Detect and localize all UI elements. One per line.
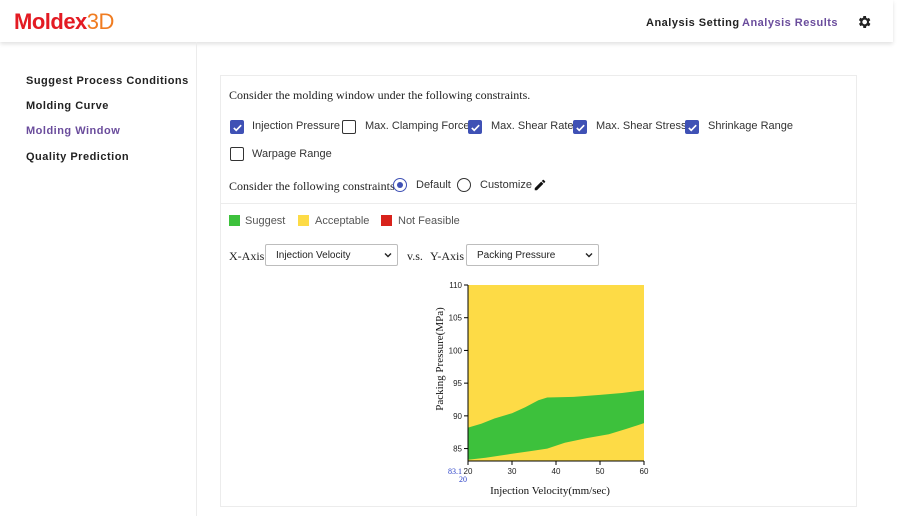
versus-label: v.s. [407, 249, 423, 263]
checkbox-warpage-range[interactable] [230, 147, 244, 161]
x-tick-label: 60 [640, 467, 649, 476]
chevron-down-icon [585, 253, 593, 258]
x-axis-select-value: Injection Velocity [276, 250, 351, 261]
label-max-shear-stress: Max. Shear Stress [596, 120, 687, 132]
y-min-label: 83.1 [448, 467, 462, 476]
x-min-label: 20 [459, 475, 467, 484]
x-axis-title: Injection Velocity(mm/sec) [490, 485, 610, 497]
y-axis-select[interactable]: Packing Pressure [466, 244, 599, 266]
legend-label-acceptable: Acceptable [315, 215, 370, 227]
checkbox-max-shear-stress[interactable] [573, 120, 587, 134]
legend-swatch-suggest [229, 215, 240, 226]
sidebar-item-molding-curve[interactable]: Molding Curve [26, 100, 109, 112]
nav-analysis-results[interactable]: Analysis Results [742, 17, 839, 29]
nav-analysis-setting[interactable]: Analysis Setting [646, 17, 740, 29]
chevron-down-icon [384, 253, 392, 258]
label-shrinkage-range: Shrinkage Range [708, 120, 794, 132]
label-max-clamping-force: Max. Clamping Force [365, 120, 470, 132]
gear-icon[interactable] [856, 14, 872, 30]
y-tick-label: 90 [453, 412, 462, 421]
sidebar-item-suggest-process-conditions[interactable]: Suggest Process Conditions [26, 75, 189, 87]
sidebar: Suggest Process Conditions Molding Curve… [0, 42, 197, 516]
checkbox-max-clamping-force[interactable] [342, 120, 356, 134]
x-tick-label: 30 [508, 467, 517, 476]
y-tick-label: 95 [453, 379, 462, 388]
x-axis-label: X-Axis [229, 249, 265, 263]
legend-label-suggest: Suggest [245, 215, 286, 227]
check-icon [576, 124, 585, 132]
x-tick-label: 20 [464, 467, 473, 476]
check-icon [471, 124, 480, 132]
checkbox-shrinkage-range[interactable] [685, 120, 699, 134]
suggest-region [468, 390, 644, 460]
y-tick-label: 110 [449, 281, 462, 290]
section-divider [221, 203, 856, 204]
logo-text-moldex: Moldex [14, 9, 87, 34]
top-bar: Moldex3D Analysis Setting Analysis Resul… [0, 0, 893, 42]
sidebar-item-molding-window[interactable]: Molding Window [26, 125, 121, 137]
label-injection-pressure: Injection Pressure [252, 120, 341, 132]
moldex3d-logo[interactable]: Moldex3D [14, 9, 114, 35]
molding-window-chart: 85 90 95 100 105 110 20 30 40 50 60 83.120 Injection… [434, 281, 649, 497]
y-tick-label: 85 [453, 445, 462, 454]
legend-swatch-acceptable [298, 215, 309, 226]
x-tick-label: 50 [596, 467, 605, 476]
logo-text-3d: 3D [86, 9, 115, 34]
x-axis-select[interactable]: Injection Velocity [265, 244, 398, 266]
radio-default[interactable] [393, 178, 407, 192]
pencil-icon[interactable] [533, 178, 547, 192]
constraint-mode-heading: Consider the following constraints. [229, 179, 398, 193]
sidebar-item-quality-prediction[interactable]: Quality Prediction [26, 151, 130, 163]
label-warpage-range: Warpage Range [252, 148, 332, 160]
check-icon [688, 124, 697, 132]
constraints-heading: Consider the molding window under the fo… [229, 88, 531, 102]
label-customize: Customize [480, 179, 532, 191]
check-icon [233, 124, 242, 132]
legend-swatch-not-feasible [381, 215, 392, 226]
radio-customize[interactable] [457, 178, 471, 192]
y-axis-title: Packing Pressure(MPa) [434, 307, 446, 411]
y-tick-label: 105 [449, 314, 463, 323]
y-axis-label: Y-Axis [430, 249, 465, 263]
checkbox-max-shear-rate[interactable] [468, 120, 482, 134]
label-max-shear-rate: Max. Shear Rate [491, 120, 574, 132]
label-default: Default [416, 179, 451, 191]
y-tick-label: 100 [449, 346, 463, 355]
checkbox-injection-pressure[interactable] [230, 120, 244, 134]
x-tick-label: 40 [552, 467, 561, 476]
y-axis-select-value: Packing Pressure [477, 250, 556, 261]
legend-label-not-feasible: Not Feasible [398, 215, 460, 227]
